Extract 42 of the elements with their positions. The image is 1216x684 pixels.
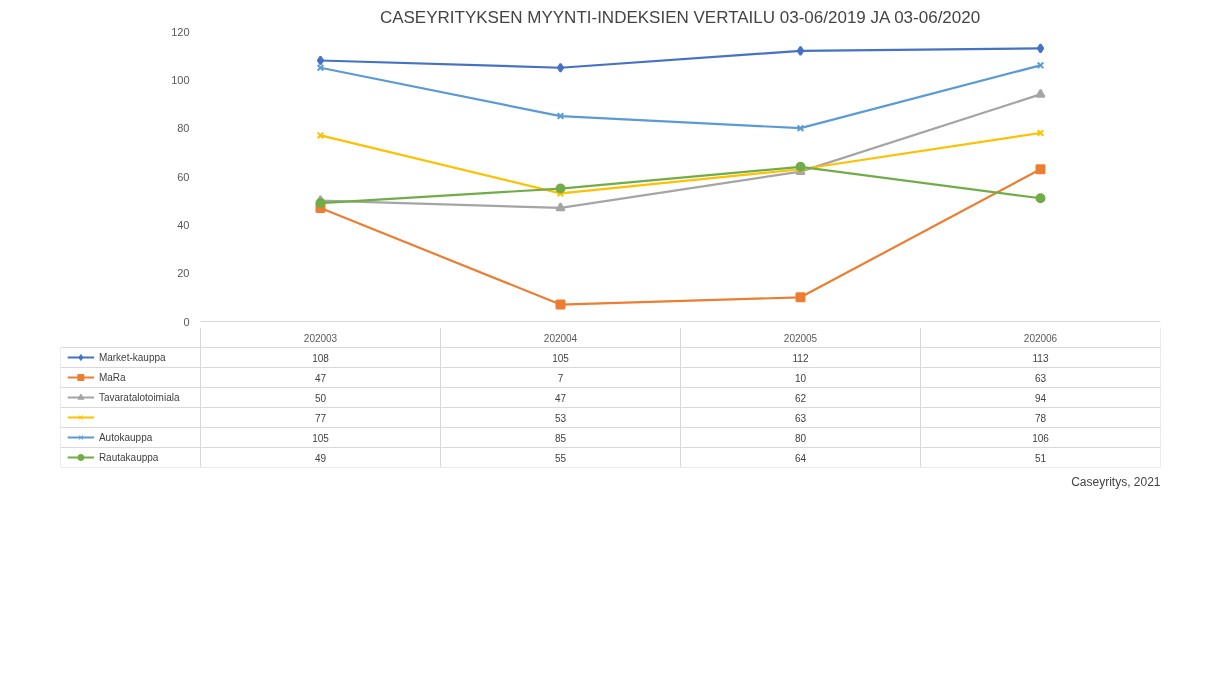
data-label: 78 [1034,412,1047,424]
data-label: 47 [314,372,327,384]
legend-label: Autokauppa [98,432,153,443]
x-tick-label: 202004 [543,332,578,344]
data-label: 50 [314,392,327,404]
data-label: 106 [1032,432,1050,444]
x-tick-label: 202003 [303,332,338,344]
y-tick-label: 120 [171,25,190,38]
data-label: 94 [1034,392,1047,404]
data-label: 64 [794,452,807,464]
data-label: 7 [557,372,564,384]
text: Caseyritys, 2021 [1071,474,1161,489]
data-label: 80 [794,432,807,444]
data-label: 63 [794,412,807,424]
data-label: 105 [312,432,330,444]
data-label: 105 [552,352,570,364]
y-tick-label: 100 [171,73,190,86]
chart-title: CASEYRITYKSEN MYYNTI-INDEKSIEN VERTAILU 03-06/2019 JA 03-06/2020 [379,7,981,27]
data-label: 113 [1032,352,1049,364]
data-label: 63 [1034,372,1047,384]
data-label: 112 [792,352,809,364]
data-label: 53 [554,412,567,424]
data-label: 108 [312,352,330,364]
legend-label: Tavaratalotoimiala [98,392,180,403]
data-label: 10 [794,372,807,384]
y-tick-label: 0 [183,315,190,328]
y-tick-label: 80 [177,122,190,135]
x-tick-label: 202005 [783,332,818,344]
data-label: 51 [1034,452,1047,464]
data-label: 85 [554,432,567,444]
data-label: 55 [554,452,567,464]
y-tick-label: 40 [177,218,190,231]
legend-label: Rautakauppa [98,452,159,463]
data-label: 62 [794,392,807,404]
legend-label: MaRa [98,372,127,383]
data-label: 77 [314,412,327,424]
x-tick-label: 202006 [1023,332,1058,344]
y-tick-label: 20 [177,267,190,280]
legend-label: Market-kauppa [98,352,167,363]
data-label: 47 [554,392,567,404]
y-tick-label: 60 [177,170,190,183]
data-label: 49 [314,452,327,464]
